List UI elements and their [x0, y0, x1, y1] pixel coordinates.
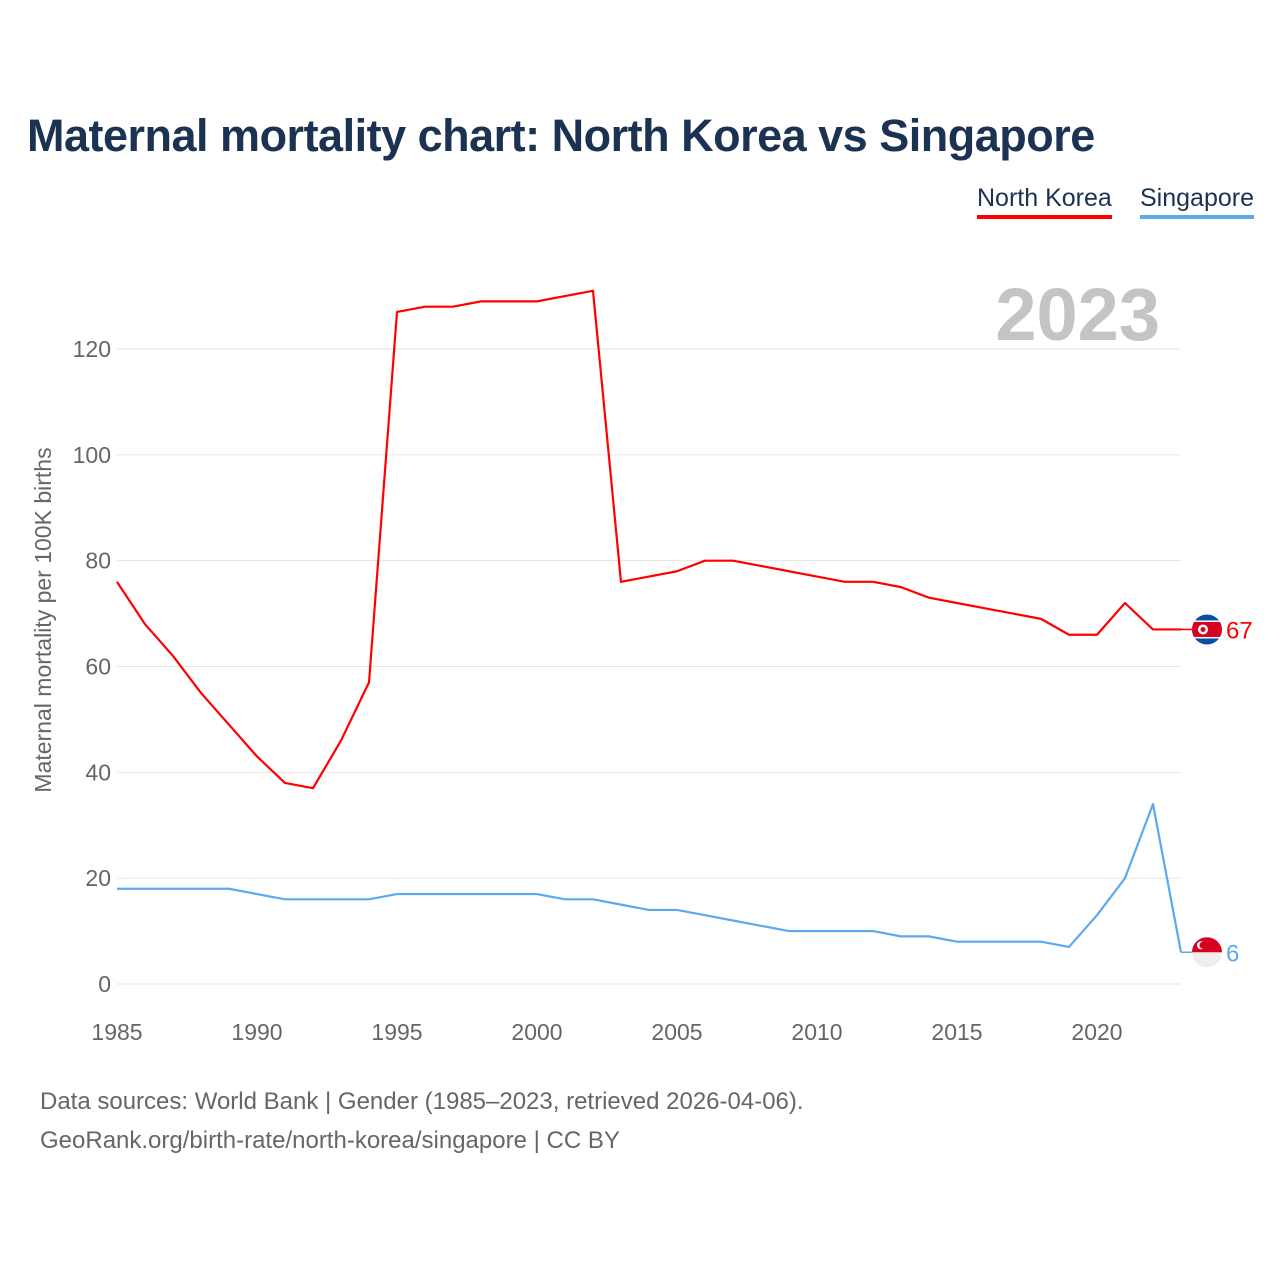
y-tick-label: 100: [73, 442, 111, 468]
singapore-flag-icon: [1192, 937, 1222, 968]
x-tick-label: 2005: [651, 1019, 702, 1045]
footer-sources: Data sources: World Bank | Gender (1985–…: [40, 1088, 804, 1115]
y-tick-label: 120: [73, 336, 111, 362]
legend-singapore[interactable]: Singapore: [1140, 184, 1254, 219]
x-tick-label: 2015: [931, 1019, 982, 1045]
y-tick-label: 20: [85, 865, 111, 891]
y-tick-label: 80: [85, 548, 111, 574]
flag-star: [1200, 626, 1206, 632]
north-korea-flag-icon: [1192, 614, 1222, 645]
x-tick-label: 1985: [91, 1019, 142, 1045]
x-tick-label: 1990: [231, 1019, 282, 1045]
series-line-singapore: [117, 802, 1183, 953]
flag-body: [1192, 614, 1222, 645]
flag-body: [1192, 937, 1222, 968]
flag-crescent-cut: [1199, 941, 1207, 949]
x-tick-label: 2000: [511, 1019, 562, 1045]
y-tick-label: 40: [85, 759, 111, 785]
y-tick-label: 0: [98, 971, 111, 997]
y-axis-label: Maternal mortality per 100K births: [30, 447, 56, 792]
series-line-north-korea: [116, 289, 1181, 790]
footer-link[interactable]: GeoRank.org/birth-rate/north-korea/singa…: [40, 1127, 620, 1154]
x-tick-label: 2010: [791, 1019, 842, 1045]
x-tick-label: 2020: [1071, 1019, 1122, 1045]
flag-red: [1192, 937, 1222, 953]
end-value-label: 67: [1226, 617, 1253, 644]
y-tick-label: 60: [85, 654, 111, 680]
year-label: 2023: [995, 273, 1160, 356]
legend-north-korea[interactable]: North Korea: [977, 184, 1112, 219]
x-tick-label: 1995: [371, 1019, 422, 1045]
end-value-label: 6: [1226, 940, 1239, 967]
chart-title: Maternal mortality chart: North Korea vs…: [27, 110, 1095, 161]
